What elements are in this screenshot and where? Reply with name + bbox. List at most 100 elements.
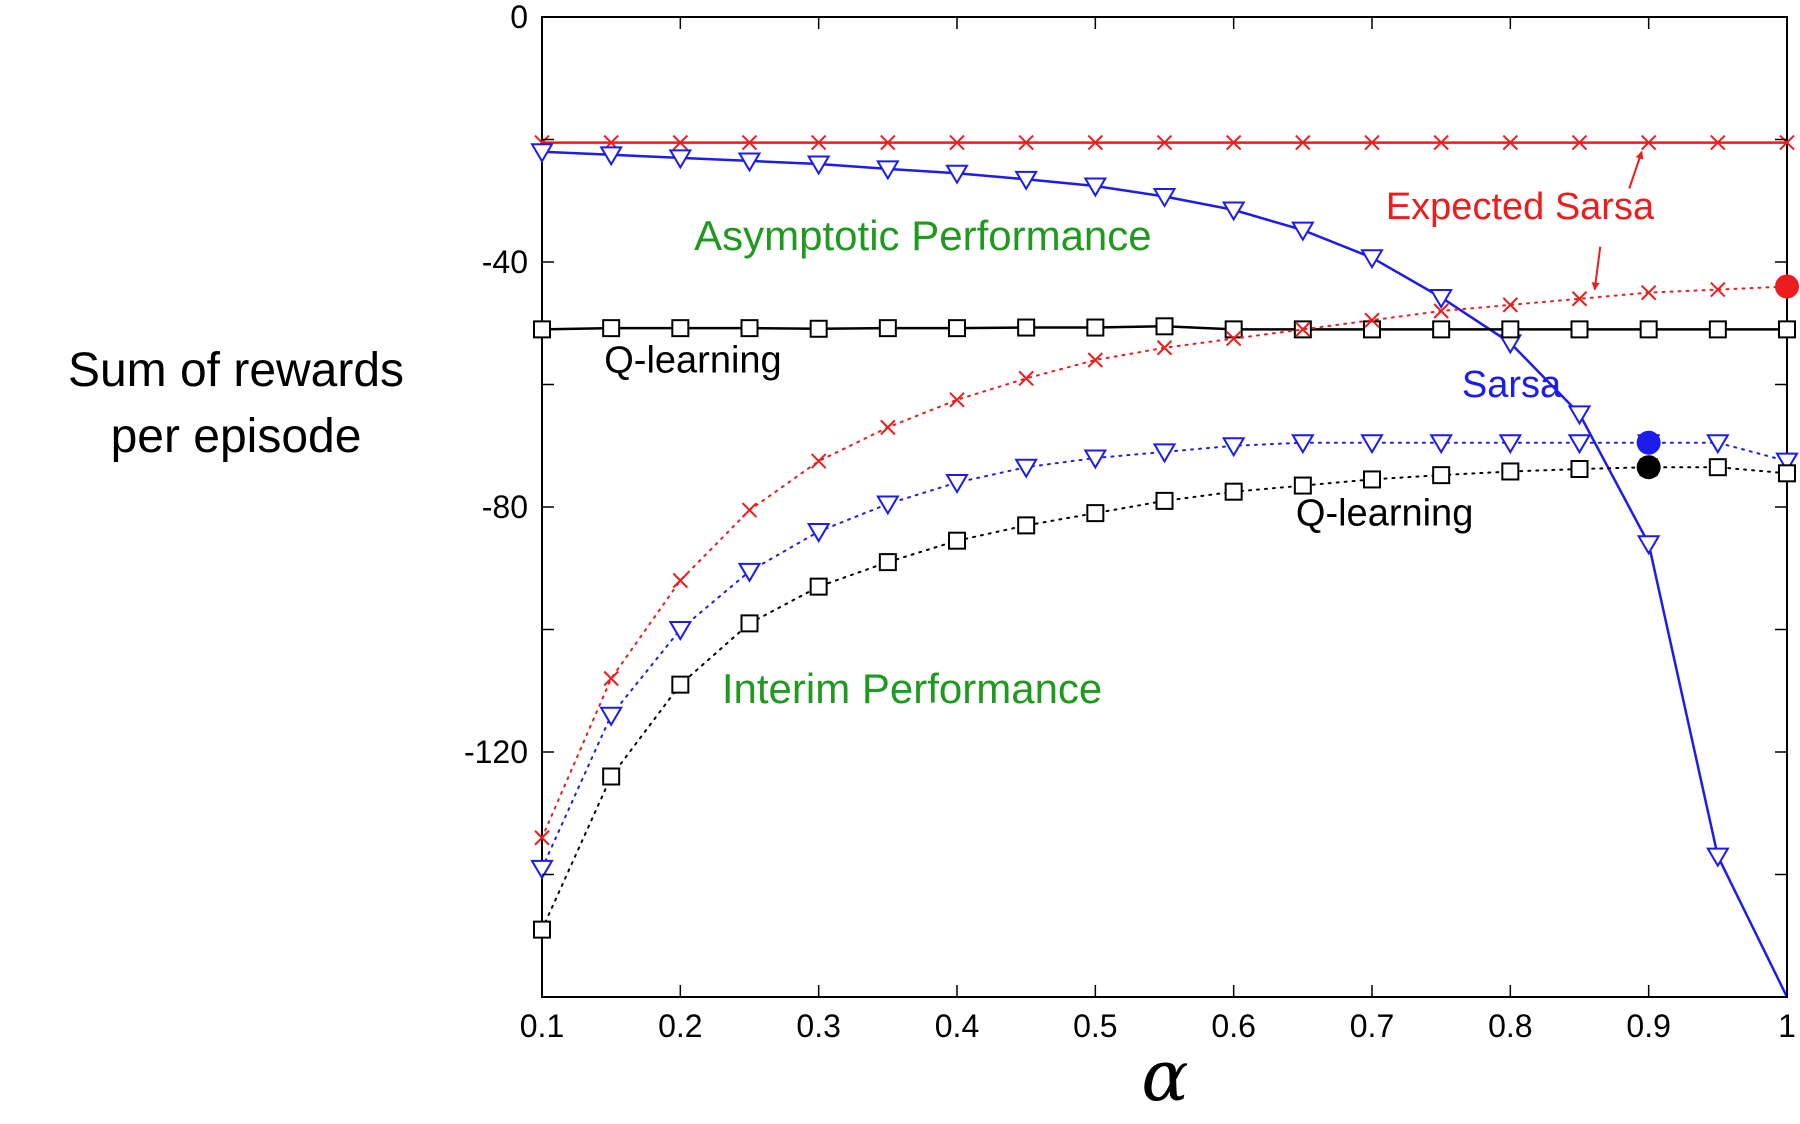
x-tick-label: 0.2 xyxy=(658,1008,702,1044)
data-point xyxy=(1156,134,1173,151)
annotation-label: Interim Performance xyxy=(722,665,1102,712)
highlight-layer xyxy=(1636,274,1799,480)
annotation-label: Q-learning xyxy=(604,339,781,381)
data-point xyxy=(1014,458,1038,479)
y-tick-label: 0 xyxy=(510,0,528,35)
data-point xyxy=(1087,352,1104,368)
data-point xyxy=(1432,466,1451,485)
data-point xyxy=(740,614,759,633)
data-point xyxy=(1571,291,1588,307)
tick-layer: 0.1 0.2 0.3 0.4 0.5 0.6 0.7 0.8 0.9 1 0 -40 -80 -120 xyxy=(464,0,1796,1044)
data-point xyxy=(949,392,965,408)
data-point xyxy=(740,319,759,338)
x-tick-label: 0.6 xyxy=(1211,1008,1255,1044)
data-point xyxy=(945,474,969,494)
data-point xyxy=(878,553,897,572)
data-point xyxy=(1018,370,1034,387)
data-point xyxy=(1293,476,1312,495)
data-point xyxy=(949,134,965,151)
annotation-label: Sarsa xyxy=(1462,364,1562,406)
data-point xyxy=(530,859,554,880)
highlight-point xyxy=(1775,274,1799,299)
x-tick-label: 0.8 xyxy=(1488,1008,1532,1044)
data-point xyxy=(599,146,623,167)
data-point xyxy=(1501,320,1520,339)
data-point xyxy=(1433,134,1449,151)
data-point xyxy=(1291,221,1315,242)
y-axis-label-line-2: per episode xyxy=(111,410,362,463)
data-point xyxy=(741,502,758,518)
data-point xyxy=(1640,134,1657,151)
annotation-label: Expected Sarsa xyxy=(1386,186,1655,228)
data-point xyxy=(1225,330,1242,347)
data-point xyxy=(534,830,550,846)
data-point xyxy=(1706,434,1730,455)
data-point xyxy=(1779,134,1795,151)
x-tick-label: 0.1 xyxy=(520,1008,564,1044)
data-point xyxy=(533,920,551,939)
x-tick-label: 0.9 xyxy=(1626,1008,1670,1044)
data-point xyxy=(810,134,827,151)
data-point xyxy=(1360,249,1384,270)
data-point xyxy=(1710,281,1726,298)
annotation-arrow xyxy=(1628,150,1644,189)
annotation-label: Asymptotic Performance xyxy=(694,212,1152,259)
data-point xyxy=(806,155,831,176)
data-point xyxy=(1152,187,1177,208)
data-point xyxy=(1086,504,1105,523)
data-point xyxy=(1152,443,1177,464)
data-point xyxy=(671,319,690,338)
x-tick-label: 0.5 xyxy=(1073,1008,1117,1044)
data-point xyxy=(737,152,762,173)
highlight-point xyxy=(1636,455,1661,480)
data-point xyxy=(1570,460,1589,479)
data-point xyxy=(671,675,690,694)
series-q-learning-asymptotic xyxy=(533,317,1796,339)
data-point xyxy=(1640,284,1657,301)
data-point xyxy=(1432,320,1451,339)
series-line xyxy=(542,150,1787,997)
data-point xyxy=(668,149,693,170)
data-point xyxy=(1501,462,1520,481)
data-point xyxy=(1221,201,1246,222)
data-point xyxy=(1224,482,1243,501)
data-point xyxy=(1360,434,1384,455)
data-point xyxy=(948,531,966,550)
data-point xyxy=(1291,434,1315,455)
x-tick-label: 0.3 xyxy=(796,1008,840,1044)
data-point xyxy=(1710,134,1726,151)
data-point xyxy=(1363,320,1381,339)
data-point xyxy=(1502,134,1519,151)
data-point xyxy=(880,419,896,436)
data-point xyxy=(1017,318,1036,337)
data-point xyxy=(603,670,619,687)
data-point xyxy=(1636,535,1661,556)
data-point xyxy=(1775,452,1799,473)
y-tick-label: -40 xyxy=(482,244,528,280)
data-point xyxy=(602,319,621,338)
data-point xyxy=(1433,303,1449,319)
data-point xyxy=(810,453,827,469)
data-point xyxy=(1502,297,1519,313)
data-point xyxy=(878,319,897,338)
data-point xyxy=(1014,170,1038,191)
annotation-label: Q-learning xyxy=(1296,492,1473,534)
series-expected-sarsa-interim xyxy=(534,278,1795,846)
data-point xyxy=(809,577,828,596)
data-point xyxy=(1156,340,1173,356)
data-point xyxy=(668,621,693,641)
data-point xyxy=(533,320,551,339)
y-tick-label: -80 xyxy=(482,489,528,525)
data-point xyxy=(737,562,762,583)
series-sarsa-asymptotic xyxy=(530,143,1787,997)
data-point xyxy=(1363,470,1381,489)
data-point xyxy=(1087,134,1104,151)
data-point xyxy=(1567,405,1592,426)
data-point xyxy=(1018,134,1034,151)
data-point xyxy=(1708,320,1727,339)
x-tick-label: 1 xyxy=(1778,1008,1796,1044)
data-point xyxy=(1778,464,1796,483)
data-point xyxy=(1083,449,1108,470)
data-point xyxy=(1155,317,1174,336)
series-expected-sarsa-asymptotic xyxy=(534,134,1795,151)
